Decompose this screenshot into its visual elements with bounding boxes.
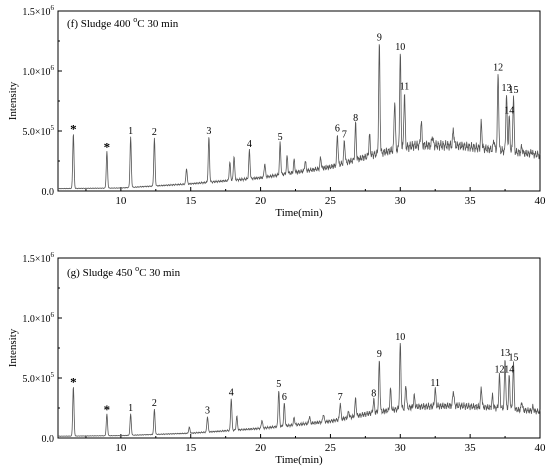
x-tick-label: 35 xyxy=(465,195,477,207)
peak-label: 9 xyxy=(377,32,382,43)
peak-label: * xyxy=(104,139,111,154)
peak-label: 14 xyxy=(504,365,514,376)
peak-label: 12 xyxy=(494,365,504,376)
x-tick-label: 10 xyxy=(115,442,127,454)
x-tick-label: 30 xyxy=(395,195,407,207)
peak-label: 10 xyxy=(395,332,405,343)
peak-label: 15 xyxy=(508,85,518,96)
peak-label: 11 xyxy=(430,378,440,389)
panel-annotation: (f) Sludge 400 oC 30 min xyxy=(67,15,179,30)
chart-panel-g: (g) Sludge 450 oC 30 min 10 15 20 25 30 35 400… xyxy=(7,251,546,466)
peak-label: 14 xyxy=(504,106,514,117)
peak-label: * xyxy=(104,402,111,417)
y-axis-label: Intensity xyxy=(7,328,19,367)
peak-label: 8 xyxy=(371,389,376,400)
x-tick-label: 35 xyxy=(465,442,477,454)
peak-label: 5 xyxy=(278,132,283,143)
chromatogram-line xyxy=(57,343,541,437)
x-tick-label: 25 xyxy=(325,442,337,454)
y-tick-label: 1.5×106 xyxy=(22,4,54,18)
peak-label: 3 xyxy=(206,126,211,137)
y-tick-label: 0.0 xyxy=(42,187,55,198)
peak-label: 9 xyxy=(377,349,382,360)
x-tick-label: 15 xyxy=(185,442,197,454)
peak-label: 4 xyxy=(247,139,252,150)
peak-label: 15 xyxy=(508,353,518,364)
peak-label: 7 xyxy=(342,130,347,141)
y-axis-label: Intensity xyxy=(7,81,19,120)
y-tick-label: 1.0×106 xyxy=(22,64,54,78)
peak-label: 13 xyxy=(501,83,511,94)
x-axis-label: Time(min) xyxy=(275,454,323,466)
peak-label: 1 xyxy=(128,126,133,137)
peak-label: * xyxy=(70,121,77,136)
peak-label: 11 xyxy=(400,82,410,93)
y-tick-label: 0.0 xyxy=(42,434,55,445)
x-tick-label: 40 xyxy=(535,442,547,454)
peak-label: 7 xyxy=(338,392,343,403)
panel-annotation: (g) Sludge 450 oC 30 min xyxy=(67,264,181,279)
chromatogram-line xyxy=(57,44,541,190)
peak-label: 2 xyxy=(152,398,157,409)
peak-label: 1 xyxy=(128,403,133,414)
y-tick-label: 1.0×106 xyxy=(22,311,54,325)
peak-label: 6 xyxy=(282,392,287,403)
x-tick-label: 15 xyxy=(185,195,197,207)
y-tick-label: 5.0×105 xyxy=(22,371,54,385)
peak-label: 4 xyxy=(229,387,234,398)
peak-label: 12 xyxy=(493,62,503,73)
peak-label: 13 xyxy=(500,348,510,359)
y-tick-label: 5.0×105 xyxy=(22,124,54,138)
x-tick-label: 40 xyxy=(535,195,547,207)
peak-label: 2 xyxy=(152,127,157,138)
peak-label: 5 xyxy=(276,379,281,390)
peak-label: * xyxy=(70,374,77,389)
chart-panel-f: (f) Sludge 400 oC 30 min 10 15 20 25 30 35 400… xyxy=(7,4,546,219)
x-tick-label: 30 xyxy=(395,442,407,454)
peak-label: 6 xyxy=(335,124,340,135)
peak-label: 3 xyxy=(205,405,210,416)
plot-frame xyxy=(57,10,541,192)
peak-label: 10 xyxy=(395,42,405,53)
x-axis-label: Time(min) xyxy=(275,207,323,219)
y-tick-label: 1.5×106 xyxy=(22,251,54,265)
peak-label: 8 xyxy=(353,113,358,124)
x-tick-label: 20 xyxy=(255,442,267,454)
x-tick-label: 10 xyxy=(115,195,127,207)
x-tick-label: 25 xyxy=(325,195,337,207)
x-tick-label: 20 xyxy=(255,195,267,207)
